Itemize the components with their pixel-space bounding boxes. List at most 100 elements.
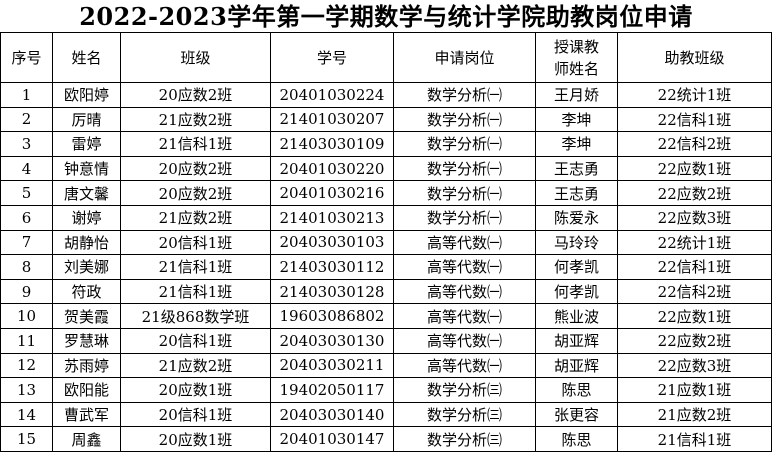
table-row: 4 钟意情 20应数2班 20401030220 数学分析㈠ 王志勇 22应数1班 [0,155,772,182]
table-cell: 唐文馨 [52,180,121,206]
table-cell: 苏雨婷 [52,352,121,379]
table-cell: 钟意情 [52,155,121,182]
table-cell: 厉晴 [52,106,121,133]
table-cell: 22信科2班 [617,278,772,305]
table-cell: 数学分析㈠ [393,204,536,231]
table-cell: 21403030128 [270,278,394,305]
table-cell: 8 [0,254,53,280]
table-cell: 21应数2班 [120,352,271,379]
table-row: 15 周鑫 20应数1班 20401030147 数学分析㈢ 陈思 21信科1班 [0,426,772,452]
table-cell: 数学分析㈠ [393,106,536,133]
table-row: 3 雷婷 21信科1班 21403030109 数学分析㈠ 李坤 22信科2班 [0,131,772,157]
table-cell: 谢婷 [52,204,121,231]
table-cell: 曹武军 [52,401,121,428]
table-cell: 22统计1班 [617,229,772,256]
table-cell: 20应数2班 [120,82,271,108]
table-cell: 20应数1班 [120,426,271,452]
table-row: 2 厉晴 21应数2班 21401030207 数学分析㈠ 李坤 22信科1班 [0,106,772,133]
table-cell: 12 [0,352,53,379]
table-cell: 王志勇 [535,155,618,182]
table-cell: 何孝凯 [535,278,618,305]
table-cell: 数学分析㈠ [393,131,536,157]
table-cell: 4 [0,155,53,182]
table-cell: 李坤 [535,131,618,157]
title: 2022-2023学年第一学期数学与统计学院助教岗位申请 [79,2,693,31]
table-cell: 胡亚辉 [535,352,618,379]
table-cell: 欧阳婷 [52,82,121,108]
table-cell: 高等代数㈠ [393,229,536,256]
table-cell: 陈思 [535,377,618,403]
table-cell: 22信科1班 [617,106,772,133]
table-row: 13 欧阳能 20应数1班 19402050117 数学分析㈢ 陈思 21应数1班 [0,377,772,403]
table-row: 8 刘美娜 21信科1班 21403030112 高等代数㈠ 何孝凯 22信科1班 [0,254,772,280]
table-cell: 21级868数学班 [120,303,271,329]
column-header: 申请岗位 [393,32,536,83]
table-cell: 欧阳能 [52,377,121,403]
table-body: 1 欧阳婷 20应数2班 20401030224 数学分析㈠ 王月娇 22统计1班 2 厉晴 21… [0,82,772,452]
table-cell: 20401030147 [270,426,394,452]
table-cell: 1 [0,82,53,108]
table-cell: 陈爱永 [535,204,618,231]
table-cell: 符政 [52,278,121,305]
table-cell: 高等代数㈠ [393,352,536,379]
table-cell: 10 [0,303,53,329]
table-cell: 20403030130 [270,327,394,354]
table-cell: 周鑫 [52,426,121,452]
table-cell: 21401030207 [270,106,394,133]
table-row: 10 贺美霞 21级868数学班 19603086802 高等代数㈠ 熊业波 22应数1班 [0,303,772,329]
table-cell: 21应数1班 [617,377,772,403]
table-cell: 20403030140 [270,401,394,428]
table-cell: 21应数2班 [120,106,271,133]
table-cell: 罗慧琳 [52,327,121,354]
table-cell: 王月娇 [535,82,618,108]
table-cell: 20401030224 [270,82,394,108]
table-cell: 数学分析㈢ [393,401,536,428]
table-cell: 20401030220 [270,155,394,182]
table-cell: 21应数2班 [120,204,271,231]
table-cell: 6 [0,204,53,231]
table-cell: 19603086802 [270,303,394,329]
table-cell: 张更容 [535,401,618,428]
table-cell: 贺美霞 [52,303,121,329]
column-header: 序号 [0,32,53,83]
table-cell: 数学分析㈠ [393,180,536,206]
column-header: 授课教师姓名 [535,32,618,83]
table-row: 14 曹武军 20信科1班 20403030140 数学分析㈢ 张更容 21应数2班 [0,401,772,428]
header-row: 序号 姓名 班级 学号 申请岗位 授课教师姓名 助教班级 [0,32,772,83]
table-cell: 21403030109 [270,131,394,157]
table-cell: 22应数1班 [617,155,772,182]
table: 序号 姓名 班级 学号 申请岗位 授课教师姓名 助教班级 1 欧阳婷 20应数2班 2040103… [0,32,772,452]
table-cell: 熊业波 [535,303,618,329]
table-cell: 21信科1班 [120,254,271,280]
table-cell: 22应数2班 [617,327,772,354]
table-row: 5 唐文馨 20应数2班 20401030216 数学分析㈠ 王志勇 22应数2班 [0,180,772,206]
table-cell: 3 [0,131,53,157]
table-cell: 21信科1班 [120,278,271,305]
table-cell: 20403030211 [270,352,394,379]
table-cell: 22信科2班 [617,131,772,157]
table-cell: 15 [0,426,53,452]
table-cell: 20应数2班 [120,155,271,182]
table-cell: 2 [0,106,53,133]
table-cell: 21信科1班 [617,426,772,452]
table-cell: 14 [0,401,53,428]
column-header: 助教班级 [617,32,772,83]
table-cell: 9 [0,278,53,305]
table-cell: 22信科1班 [617,254,772,280]
table-cell: 数学分析㈢ [393,377,536,403]
table-cell: 李坤 [535,106,618,133]
table-cell: 21403030112 [270,254,394,280]
table-cell: 22应数2班 [617,180,772,206]
table-cell: 22应数1班 [617,303,772,329]
table-cell: 陈思 [535,426,618,452]
table-cell: 20401030216 [270,180,394,206]
table-cell: 高等代数㈠ [393,327,536,354]
table-cell: 马玲玲 [535,229,618,256]
table-cell: 20应数1班 [120,377,271,403]
table-cell: 刘美娜 [52,254,121,280]
table-row: 7 胡静怡 20信科1班 20403030103 高等代数㈠ 马玲玲 22统计1班 [0,229,772,256]
table-cell: 20信科1班 [120,327,271,354]
table-cell: 21401030213 [270,204,394,231]
table-cell: 7 [0,229,53,256]
